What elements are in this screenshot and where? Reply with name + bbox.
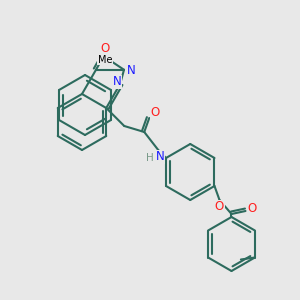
- Text: H: H: [146, 153, 154, 163]
- Text: O: O: [248, 202, 257, 214]
- Text: N: N: [156, 151, 165, 164]
- Text: O: O: [100, 42, 109, 55]
- Text: Me: Me: [98, 55, 112, 65]
- Text: O: O: [215, 200, 224, 214]
- Text: N: N: [113, 75, 122, 88]
- Text: N: N: [127, 64, 135, 77]
- Text: O: O: [151, 106, 160, 119]
